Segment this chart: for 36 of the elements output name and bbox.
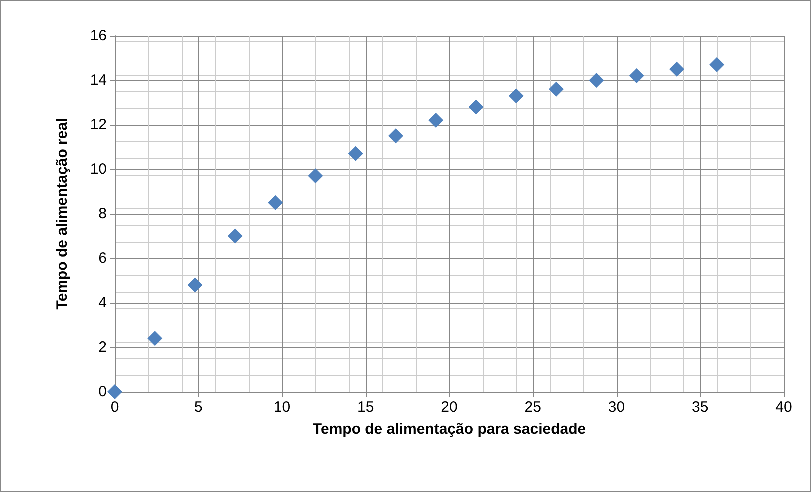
x-tick-label: 5: [194, 399, 203, 416]
x-tick-label: 0: [110, 399, 120, 416]
x-tick-label: 25: [524, 399, 542, 416]
point: [669, 62, 684, 77]
point: [629, 68, 644, 84]
y-tick-label: 2: [98, 339, 107, 356]
point: [188, 278, 203, 293]
x-tick-label: 10: [274, 399, 291, 416]
y-tick-label: 6: [98, 250, 107, 267]
point: [388, 128, 404, 144]
point: [508, 88, 524, 104]
point: [468, 100, 484, 115]
y-axis-title: Tempo de alimentação real: [54, 118, 71, 310]
x-tick-label: 15: [358, 399, 374, 416]
point: [268, 195, 284, 210]
point: [148, 331, 163, 346]
y-tick-label: 12: [90, 116, 107, 134]
y-tick-label: 0: [98, 384, 107, 400]
point: [108, 384, 122, 400]
point: [428, 113, 444, 128]
point: [308, 168, 324, 184]
point: [710, 57, 725, 72]
x-tick-label: 40: [776, 399, 792, 416]
x-tick-label: 35: [692, 399, 709, 416]
y-tick-label: 8: [98, 206, 107, 222]
point: [589, 73, 604, 88]
x-tick-label: 20: [441, 399, 458, 416]
y-tick-label: 10: [90, 161, 107, 178]
x-axis-title: Tempo de alimentação para saciedade: [312, 421, 586, 438]
y-tick-label: 16: [90, 28, 107, 44]
y-tick-label: 4: [98, 294, 107, 312]
x-tick-label: 30: [608, 399, 626, 416]
y-tick-label: 14: [90, 72, 107, 89]
point: [549, 82, 564, 97]
point: [228, 228, 243, 244]
point: [348, 146, 364, 162]
